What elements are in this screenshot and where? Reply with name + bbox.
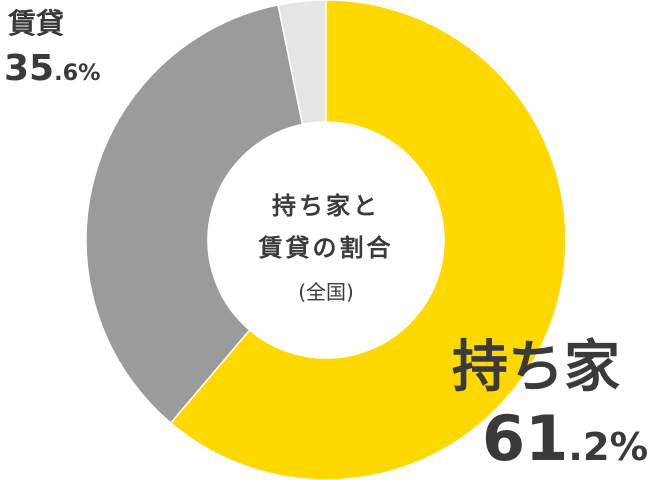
label-owned-value: 61.2% [482,402,649,475]
center-label-line2: 賃貸の割合 [258,234,394,262]
label-owned-name: 持ち家 [452,335,620,400]
center-label-line1: 持ち家と [272,192,380,220]
center-label-line3: (全国) [298,280,354,304]
slice-rental [85,3,304,425]
slice-owned-home [169,0,567,480]
label-rental-name: 賃貸 [8,7,65,40]
label-rental-value: 35.6% [4,48,101,89]
slice-other [277,0,327,126]
